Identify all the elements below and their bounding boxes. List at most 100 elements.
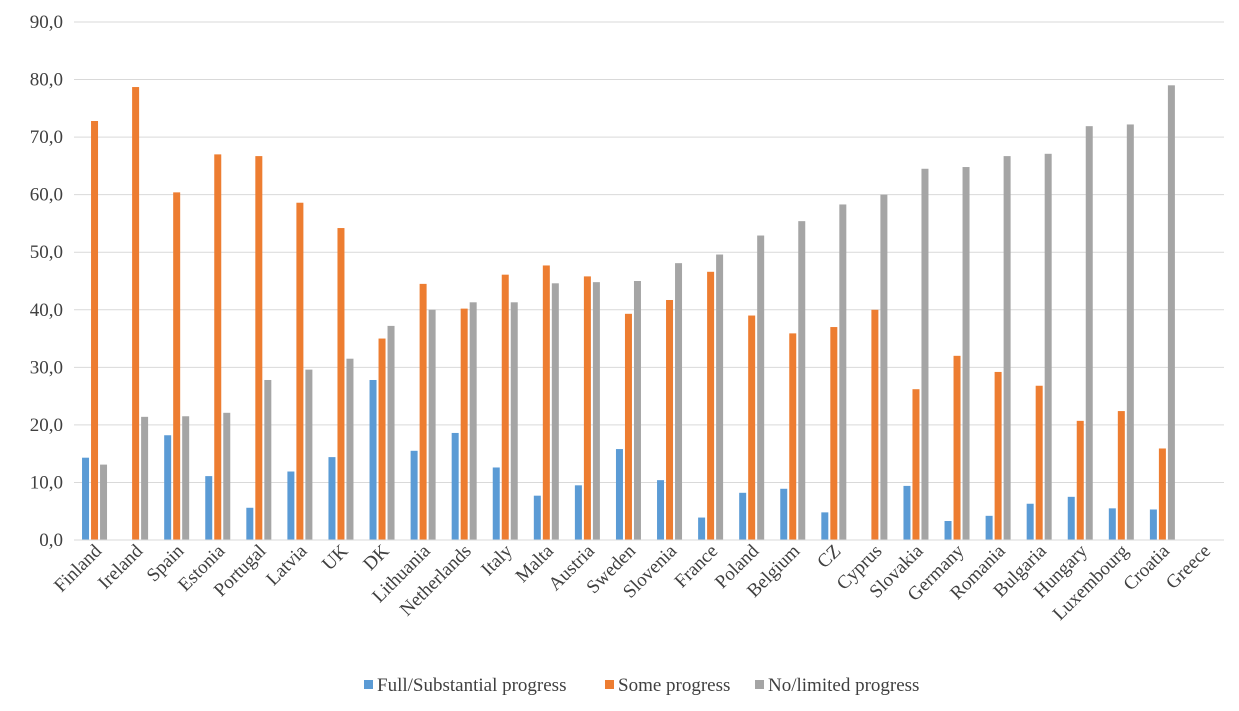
bar bbox=[387, 325, 395, 540]
bar bbox=[378, 338, 386, 540]
bar bbox=[666, 299, 674, 540]
bar bbox=[492, 467, 500, 540]
bar bbox=[1076, 420, 1084, 540]
bar bbox=[469, 302, 477, 540]
bar bbox=[789, 333, 797, 540]
bar bbox=[821, 512, 829, 540]
bar bbox=[337, 228, 345, 540]
bar bbox=[100, 464, 108, 540]
bar bbox=[287, 471, 295, 540]
bar bbox=[1026, 503, 1034, 540]
bar bbox=[223, 412, 231, 540]
bar bbox=[460, 308, 468, 540]
bar bbox=[1149, 509, 1157, 540]
bar bbox=[880, 194, 888, 540]
legend-swatch bbox=[364, 680, 373, 689]
bar bbox=[173, 192, 181, 540]
bar bbox=[369, 379, 377, 540]
y-tick-label: 90,0 bbox=[30, 12, 63, 33]
x-tick-label: France bbox=[671, 541, 722, 592]
x-tick-label: DK bbox=[359, 540, 393, 574]
bar bbox=[533, 495, 541, 540]
bar bbox=[574, 485, 582, 540]
bar bbox=[583, 276, 591, 540]
legend: Full/Substantial progress Some progress No… bbox=[364, 675, 919, 696]
y-tick-label: 70,0 bbox=[30, 127, 63, 148]
bar bbox=[419, 283, 427, 540]
bar bbox=[1167, 85, 1175, 541]
bars bbox=[82, 85, 1175, 541]
bar bbox=[757, 235, 765, 540]
bar bbox=[739, 492, 747, 540]
bar bbox=[182, 416, 190, 540]
bar bbox=[921, 168, 929, 540]
y-tick-label: 0,0 bbox=[39, 530, 63, 551]
x-tick-label: Greece bbox=[1162, 541, 1215, 594]
bar bbox=[716, 254, 724, 540]
bar bbox=[953, 355, 961, 540]
bar bbox=[82, 457, 90, 540]
legend-label: No/limited progress bbox=[768, 675, 919, 696]
bar bbox=[962, 167, 970, 541]
bar bbox=[91, 120, 99, 541]
bar bbox=[305, 369, 313, 540]
bar bbox=[839, 204, 847, 540]
bar bbox=[501, 274, 509, 540]
x-tick-label: UK bbox=[318, 540, 352, 574]
bar bbox=[657, 480, 665, 540]
bar bbox=[132, 87, 140, 540]
bar bbox=[141, 416, 149, 540]
legend-label: Some progress bbox=[618, 675, 730, 696]
bar bbox=[264, 379, 272, 540]
y-tick-label: 20,0 bbox=[30, 415, 63, 436]
bar bbox=[1108, 508, 1116, 540]
bar bbox=[1085, 126, 1093, 541]
bar bbox=[205, 476, 213, 540]
bar bbox=[296, 202, 304, 541]
bar bbox=[551, 283, 559, 540]
x-tick-label: Italy bbox=[477, 540, 517, 580]
bar bbox=[1067, 496, 1075, 540]
bar bbox=[246, 507, 254, 540]
bar bbox=[1035, 385, 1043, 540]
x-tick-label: CZ bbox=[813, 541, 845, 573]
bar bbox=[428, 309, 436, 540]
legend-label: Full/Substantial progress bbox=[377, 675, 566, 696]
legend-swatch bbox=[605, 680, 614, 689]
bar bbox=[592, 282, 600, 540]
y-tick-label: 40,0 bbox=[30, 300, 63, 321]
bar bbox=[410, 450, 418, 540]
bar bbox=[1117, 411, 1125, 540]
y-axis: 0,0 10,0 20,0 30,0 40,0 50,0 60,0 70,0 80,0 90,0 bbox=[30, 12, 63, 551]
bar bbox=[624, 313, 632, 540]
bar bbox=[985, 515, 993, 540]
bar bbox=[707, 271, 715, 540]
bar bbox=[1158, 448, 1166, 540]
bar bbox=[328, 457, 336, 540]
bar bbox=[698, 517, 706, 540]
y-tick-label: 50,0 bbox=[30, 242, 63, 263]
bar bbox=[830, 327, 838, 540]
bar bbox=[994, 371, 1002, 540]
y-tick-label: 80,0 bbox=[30, 70, 63, 91]
bar bbox=[798, 221, 806, 541]
bar bbox=[780, 488, 788, 540]
bar bbox=[1126, 124, 1134, 541]
bar bbox=[633, 281, 641, 540]
y-tick-label: 60,0 bbox=[30, 185, 63, 206]
bar bbox=[748, 315, 756, 540]
bar bbox=[451, 432, 459, 540]
bar bbox=[346, 358, 354, 540]
bar bbox=[164, 435, 172, 540]
y-tick-label: 30,0 bbox=[30, 357, 63, 378]
bar bbox=[510, 302, 518, 540]
bar bbox=[903, 485, 911, 540]
x-tick-label: Latvia bbox=[262, 540, 312, 590]
bar bbox=[615, 449, 623, 540]
bar bbox=[1003, 156, 1011, 541]
bar bbox=[871, 309, 879, 540]
x-tick-label: Croatia bbox=[1120, 540, 1175, 595]
bar bbox=[675, 263, 683, 540]
x-axis: FinlandIrelandSpainEstoniaPortugalLatvia… bbox=[50, 540, 1215, 624]
